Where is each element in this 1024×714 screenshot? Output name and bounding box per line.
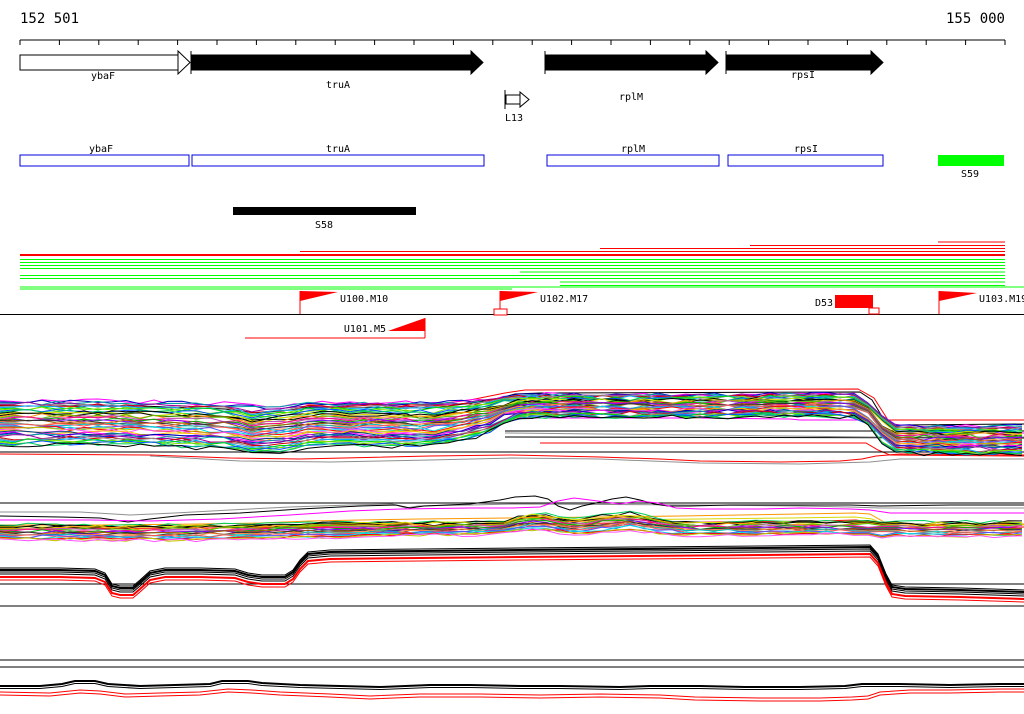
feature-s59[interactable]: S59 xyxy=(938,155,1004,180)
prediction-open-rect xyxy=(868,307,880,315)
flag-label: U101.M5 xyxy=(344,324,386,335)
alignment-line xyxy=(0,524,1023,540)
flag-label: U103.M19 xyxy=(979,294,1024,305)
alignment-line xyxy=(0,404,1023,444)
identity-stripes xyxy=(20,241,1005,290)
alignment-band-1 xyxy=(0,391,1023,457)
gene-label: truA xyxy=(326,144,350,155)
coordinate-end-label: 155 000 xyxy=(945,11,1005,27)
track4-red-bundle-line xyxy=(0,691,1024,702)
gene-arrow-head xyxy=(177,49,191,76)
gene-box-rect xyxy=(727,154,884,167)
track3-bundle-line xyxy=(0,556,1024,603)
track2-black-wavy xyxy=(0,495,1024,523)
track4-black-bundle-line xyxy=(0,683,1024,691)
gene-box-ybaF[interactable]: ybaF xyxy=(19,144,190,167)
track3-bundle xyxy=(0,544,1024,603)
gene-arrow-L13[interactable]: L13 xyxy=(504,90,530,124)
alignment-line xyxy=(0,524,1023,540)
track1-red-mid xyxy=(540,442,1024,457)
alignment-line xyxy=(0,414,1023,457)
coordinate-start-label: 152 501 xyxy=(20,11,80,27)
track4-red-bundle-line xyxy=(0,688,1024,699)
gene-label: rpsI xyxy=(794,144,818,155)
gene-arrow-rpsI[interactable]: rpsI xyxy=(725,49,884,81)
gene-label: truA xyxy=(326,80,350,91)
gene-arrow-body xyxy=(545,54,707,71)
gene-arrow-ybaF[interactable]: ybaF xyxy=(19,49,191,82)
gene-box-rect xyxy=(19,154,190,167)
alignment-line xyxy=(0,513,1023,529)
gene-label: ybaF xyxy=(91,71,115,82)
gene-arrow-truA[interactable]: truA xyxy=(190,49,484,91)
alignment-line xyxy=(0,517,1023,532)
prediction-filled-rect xyxy=(835,295,873,308)
gene-label: ybaF xyxy=(89,144,113,155)
alignment-line xyxy=(0,397,1023,436)
gene-label: rplM xyxy=(621,144,645,155)
track1-bottom-gray xyxy=(149,455,1024,465)
track1-bottom-red xyxy=(0,453,1024,463)
track4-red-bundle xyxy=(0,688,1024,702)
flag-label: D53 xyxy=(815,298,833,309)
flag-u101-m5[interactable]: U101.M5 xyxy=(245,318,426,339)
feature-label: S58 xyxy=(315,220,333,231)
feature-s59-rect xyxy=(938,155,1004,166)
gene-box-rect xyxy=(191,154,485,167)
gene-arrow-body xyxy=(19,54,179,71)
flag-u102-m17[interactable]: U102.M17 xyxy=(493,291,588,316)
gene-arrow-rplM[interactable]: rplM xyxy=(544,49,719,103)
flag-label: U100.M10 xyxy=(340,294,388,305)
track4-black-bundle-line xyxy=(0,680,1024,689)
alignment-line xyxy=(0,511,1023,528)
flag-d53[interactable]: D53 xyxy=(815,295,880,315)
gene-box-rect xyxy=(546,154,720,167)
alignment-line xyxy=(0,528,1023,543)
track3-bundle-line xyxy=(0,545,1024,593)
ruler xyxy=(19,39,1006,45)
gene-label: rplM xyxy=(619,92,643,103)
gene-arrow-head xyxy=(470,49,484,76)
gene-arrow-body xyxy=(191,54,472,71)
flag-u103-m19[interactable]: U103.M19 xyxy=(938,291,1024,314)
alignment-band-2 xyxy=(0,510,1023,543)
gene-arrow-head xyxy=(870,49,884,76)
flag-wedge xyxy=(939,291,977,301)
feature-label: S59 xyxy=(961,169,979,180)
gene-box-rpsI[interactable]: rpsI xyxy=(727,144,884,167)
flag-wedge xyxy=(300,291,338,301)
alignment-line xyxy=(0,520,1023,535)
track3-bundle-line xyxy=(0,552,1024,600)
track2-gray xyxy=(0,503,1024,516)
gene-arrow-head xyxy=(519,90,530,109)
feature-s58[interactable]: S58 xyxy=(233,207,416,231)
alignment-line xyxy=(0,518,1023,532)
flag-label: U102.M17 xyxy=(540,294,588,305)
track4-black-bundle xyxy=(0,680,1024,691)
gene-arrow-body xyxy=(505,94,521,105)
gene-arrow-head xyxy=(705,49,719,76)
flag-wedge xyxy=(388,318,425,331)
feature-s58-rect xyxy=(233,207,416,215)
flag-u100-m10[interactable]: U100.M10 xyxy=(299,291,388,314)
gene-box-truA[interactable]: truA xyxy=(191,144,485,167)
gene-arrow-body xyxy=(726,54,872,71)
gene-label: rpsI xyxy=(791,70,815,81)
alignment-line xyxy=(0,528,1023,542)
gene-box-rplM[interactable]: rplM xyxy=(546,144,720,167)
prediction-open-rect xyxy=(493,308,508,316)
track3-bundle-line xyxy=(0,548,1024,595)
gene-label: L13 xyxy=(505,113,523,124)
alignment-line xyxy=(0,521,1023,537)
track3-bundle-line xyxy=(0,550,1024,597)
track2-magenta xyxy=(0,497,1024,522)
flag-wedge xyxy=(500,291,538,301)
